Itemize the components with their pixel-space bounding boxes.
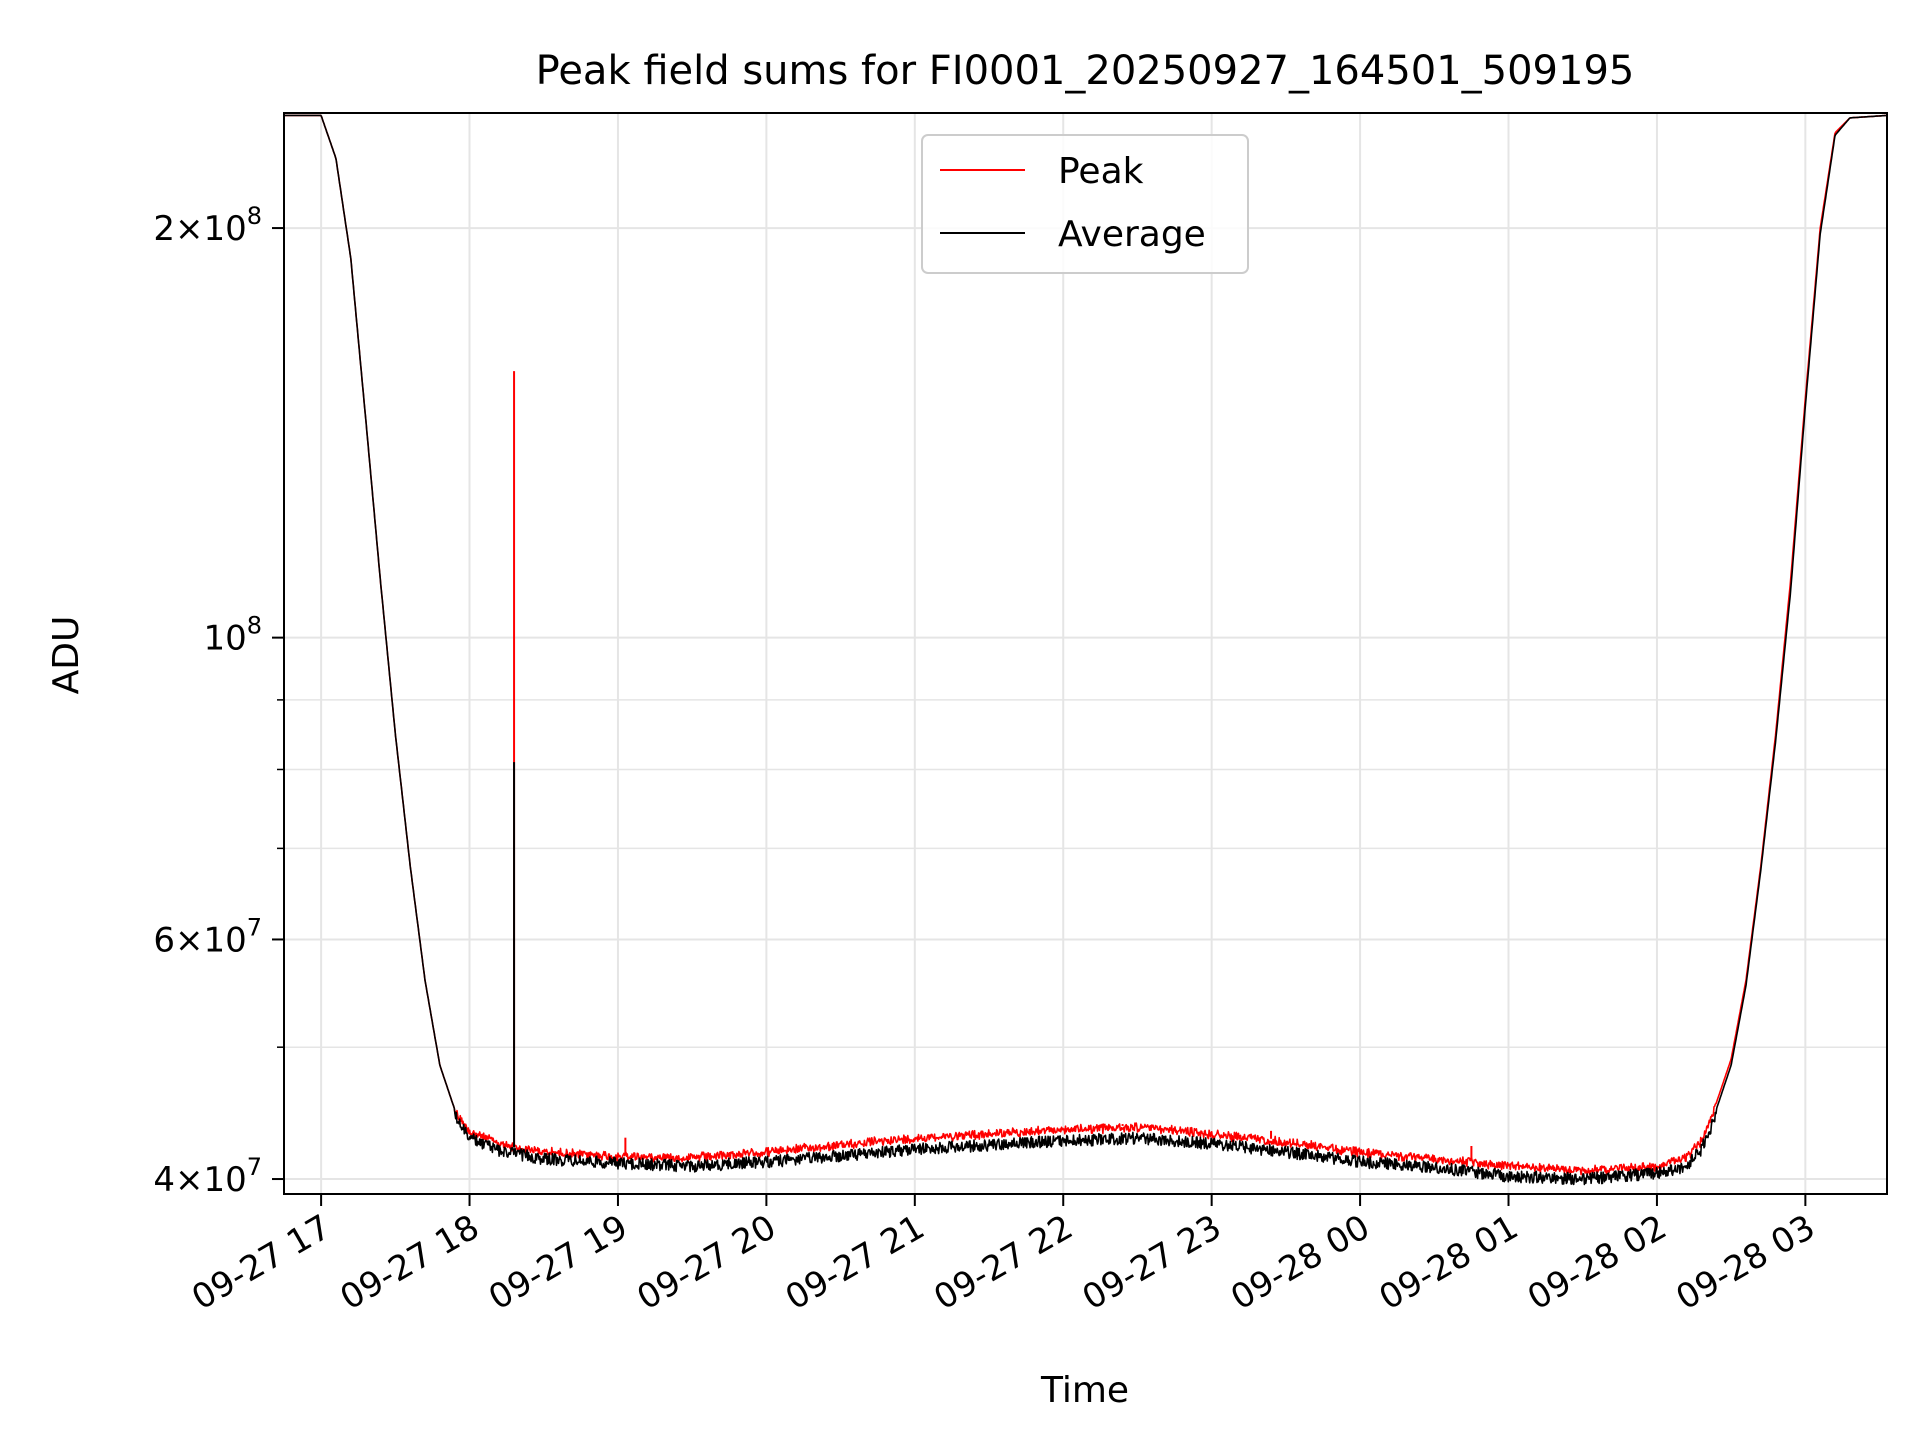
legend-label-average: Average [1058,214,1206,255]
series-group [283,114,1888,1186]
x-tick-label: 09-27 18 [334,1207,486,1318]
x-tick-label: 09-28 02 [1521,1207,1673,1318]
x-tick-label: 09-27 21 [779,1207,931,1318]
y-tick-label: 4×107 [153,1153,262,1200]
x-tick-label: 09-27 23 [1076,1207,1228,1318]
x-tick-label: 09-28 03 [1669,1207,1821,1318]
x-tick-label: 09-28 01 [1373,1207,1525,1318]
y-tick-label: 2×108 [153,202,262,249]
legend-label-peak: Peak [1058,151,1144,192]
y-axis: 4×107 6×107 108 2×108 [153,202,284,1200]
grid-lines [284,113,1887,1194]
x-axis-label: Time [1040,1370,1129,1411]
y-tick-label: 6×107 [153,913,262,960]
x-tick-label: 09-27 20 [630,1207,782,1318]
x-tick-label: 09-27 22 [927,1207,1079,1318]
y-axis-label: ADU [46,616,87,695]
x-tick-label: 09-28 00 [1224,1207,1376,1318]
plot-frame [283,112,1888,1195]
peak-series-line [283,114,1888,1176]
x-tick-label: 09-27 17 [185,1207,337,1318]
y-tick-label: 108 [203,612,262,659]
chart-title: Peak field sums for FI0001_20250927_1645… [536,48,1635,94]
legend: Peak Average [921,134,1249,274]
x-tick-label: 09-27 19 [482,1207,634,1318]
average-series-line [283,114,1888,1186]
